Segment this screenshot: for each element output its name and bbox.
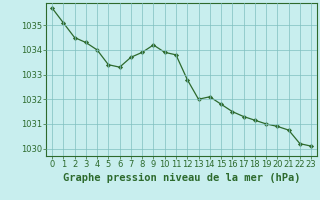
X-axis label: Graphe pression niveau de la mer (hPa): Graphe pression niveau de la mer (hPa) <box>63 173 300 183</box>
